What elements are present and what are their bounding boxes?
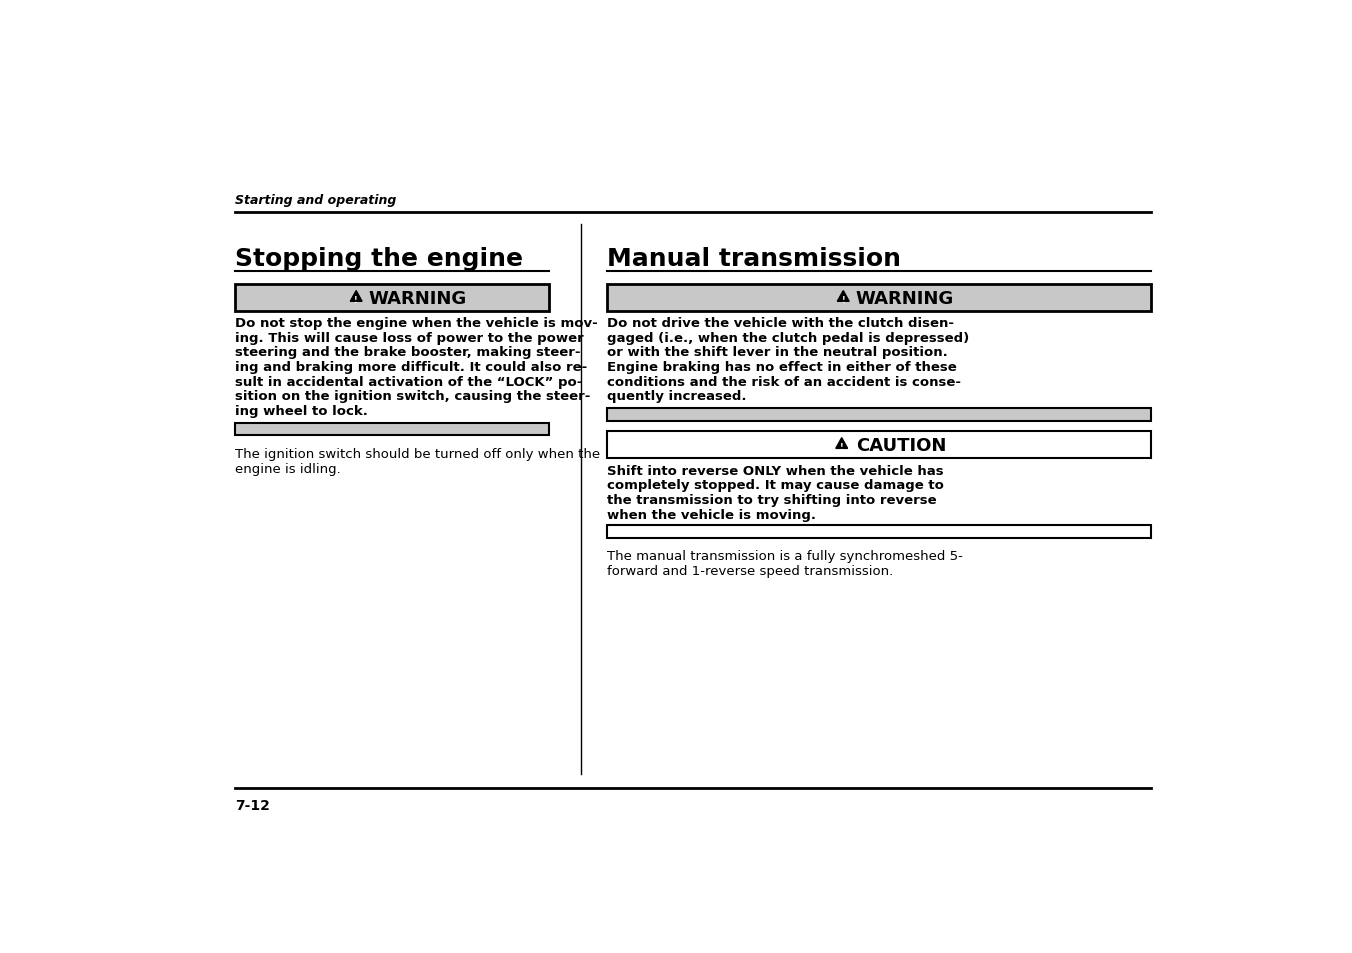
Text: CAUTION: CAUTION — [856, 436, 946, 454]
Text: Engine braking has no effect in either of these: Engine braking has no effect in either o… — [607, 360, 957, 374]
Bar — [235, 285, 549, 312]
Text: or with the shift lever in the neutral position.: or with the shift lever in the neutral p… — [607, 346, 948, 359]
Text: The manual transmission is a fully synchromeshed 5-: The manual transmission is a fully synch… — [607, 550, 963, 562]
Text: The ignition switch should be turned off only when the: The ignition switch should be turned off… — [235, 447, 600, 460]
Text: ing and braking more difficult. It could also re-: ing and braking more difficult. It could… — [235, 360, 587, 374]
Text: 7-12: 7-12 — [235, 798, 270, 812]
Text: sult in accidental activation of the “LOCK” po-: sult in accidental activation of the “LO… — [235, 375, 583, 388]
Text: engine is idling.: engine is idling. — [235, 462, 341, 475]
Bar — [235, 423, 549, 436]
Text: Shift into reverse ONLY when the vehicle has: Shift into reverse ONLY when the vehicle… — [607, 464, 944, 477]
Text: !: ! — [840, 442, 844, 452]
Text: completely stopped. It may cause damage to: completely stopped. It may cause damage … — [607, 479, 944, 492]
Text: gaged (i.e., when the clutch pedal is depressed): gaged (i.e., when the clutch pedal is de… — [607, 332, 969, 344]
Polygon shape — [837, 292, 849, 302]
Text: ing wheel to lock.: ing wheel to lock. — [235, 404, 368, 417]
Text: the transmission to try shifting into reverse: the transmission to try shifting into re… — [607, 494, 937, 507]
Text: forward and 1-reverse speed transmission.: forward and 1-reverse speed transmission… — [607, 564, 894, 578]
Polygon shape — [350, 292, 362, 302]
Text: steering and the brake booster, making steer-: steering and the brake booster, making s… — [235, 346, 580, 359]
Text: Do not drive the vehicle with the clutch disen-: Do not drive the vehicle with the clutch… — [607, 316, 955, 330]
Bar — [607, 409, 1151, 421]
Bar — [607, 526, 1151, 538]
Text: WARNING: WARNING — [856, 289, 955, 307]
Text: !: ! — [841, 295, 845, 304]
Text: conditions and the risk of an accident is conse-: conditions and the risk of an accident i… — [607, 375, 961, 388]
Text: when the vehicle is moving.: when the vehicle is moving. — [607, 508, 815, 521]
Bar — [607, 285, 1151, 312]
Text: ing. This will cause loss of power to the power: ing. This will cause loss of power to th… — [235, 332, 584, 344]
Text: WARNING: WARNING — [369, 289, 466, 307]
Text: Do not stop the engine when the vehicle is mov-: Do not stop the engine when the vehicle … — [235, 316, 598, 330]
Text: quently increased.: quently increased. — [607, 390, 746, 403]
Text: Stopping the engine: Stopping the engine — [235, 247, 523, 271]
Text: Manual transmission: Manual transmission — [607, 247, 900, 271]
Text: !: ! — [354, 295, 358, 304]
Polygon shape — [836, 438, 848, 449]
Text: sition on the ignition switch, causing the steer-: sition on the ignition switch, causing t… — [235, 390, 591, 403]
Bar — [607, 432, 1151, 458]
Text: Starting and operating: Starting and operating — [235, 194, 396, 207]
